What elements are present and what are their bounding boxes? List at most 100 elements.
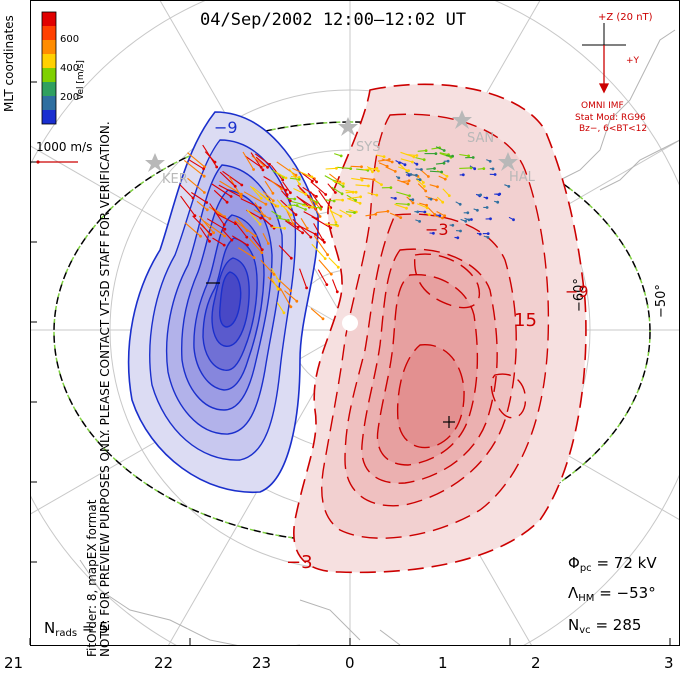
velocity-vector-origin bbox=[451, 154, 454, 158]
velocity-vector bbox=[211, 183, 232, 197]
velocity-vector bbox=[331, 186, 343, 195]
velocity-vector-origin bbox=[263, 214, 266, 218]
velocity-vector bbox=[192, 215, 212, 235]
velocity-vector-origin bbox=[473, 167, 477, 171]
velocity-vector-origin bbox=[470, 218, 473, 221]
velocity-vector bbox=[184, 222, 201, 237]
velocity-vector bbox=[325, 199, 335, 202]
velocity-vector-origin bbox=[407, 203, 410, 206]
velocity-vector-origin bbox=[199, 234, 202, 238]
velocity-vector-origin bbox=[298, 182, 301, 186]
velocity-vector bbox=[355, 184, 369, 187]
velocity-vector-origin bbox=[318, 215, 322, 218]
velocity-vector bbox=[325, 223, 338, 227]
velocity-vector-origin bbox=[467, 154, 470, 158]
velocity-vector-origin bbox=[336, 224, 340, 228]
velocity-vector-origin bbox=[318, 206, 322, 210]
mlt-tick-2: 2 bbox=[531, 654, 541, 672]
colorbar-tick-200: 200 bbox=[60, 92, 80, 103]
station-label-hal: HAL bbox=[509, 170, 535, 185]
velocity-vector bbox=[285, 209, 294, 224]
velocity-vector-origin bbox=[252, 168, 256, 171]
velocity-vector bbox=[328, 205, 337, 223]
velocity-vector-origin bbox=[281, 178, 285, 182]
velocity-vector bbox=[216, 213, 236, 225]
velocity-vector bbox=[238, 247, 255, 259]
velocity-vector-origin bbox=[233, 184, 237, 188]
velocity-vector bbox=[331, 279, 338, 292]
velocity-vector bbox=[198, 215, 215, 234]
velocity-vector bbox=[329, 210, 342, 217]
mlt-tick-23: 23 bbox=[252, 654, 272, 672]
velocity-vector-origin bbox=[423, 210, 427, 214]
velocity-vector-origin bbox=[295, 299, 299, 303]
velocity-vector-origin bbox=[479, 193, 482, 197]
velocity-vector bbox=[249, 185, 262, 199]
velocity-vector-origin bbox=[497, 193, 501, 197]
station-label-ker: KER bbox=[162, 172, 188, 187]
velocity-vector-origin bbox=[377, 169, 380, 173]
velocity-vector-origin bbox=[213, 160, 217, 164]
velocity-vector-origin bbox=[261, 168, 265, 172]
velocity-vector bbox=[255, 156, 268, 168]
pole-marker bbox=[342, 315, 358, 331]
velocity-vector bbox=[284, 290, 298, 302]
velocity-vector-origin bbox=[451, 223, 455, 227]
velocity-vector-origin bbox=[512, 218, 515, 222]
velocity-vector-origin bbox=[239, 195, 243, 199]
velocity-vector-origin bbox=[466, 211, 470, 215]
velocity-vector bbox=[271, 226, 285, 229]
coastlines bbox=[79, 29, 680, 645]
velocity-vector-origin bbox=[266, 242, 270, 245]
velocity-vector bbox=[242, 151, 255, 170]
velocity-vector bbox=[234, 220, 256, 237]
velocity-vector bbox=[395, 202, 409, 205]
velocity-vector-origin bbox=[424, 189, 428, 193]
velocity-vector-origin bbox=[424, 149, 428, 153]
velocity-vector bbox=[439, 152, 449, 156]
velocity-vector-origin bbox=[305, 286, 308, 290]
velocity-vector-origin bbox=[253, 234, 257, 238]
velocity-vector-origin bbox=[418, 178, 422, 182]
velocity-vector-origin bbox=[215, 165, 219, 169]
velocity-vector-origin bbox=[336, 265, 340, 269]
velocity-vector bbox=[251, 155, 265, 166]
velocity-vector bbox=[219, 180, 242, 195]
velocity-vector bbox=[328, 257, 339, 268]
velocity-vector bbox=[318, 190, 332, 208]
velocity-vector-origin bbox=[433, 213, 437, 216]
velocity-vector-origin bbox=[354, 198, 357, 202]
velocity-vector bbox=[212, 237, 225, 246]
velocity-vector-origin bbox=[284, 176, 288, 180]
velocity-vector-origin bbox=[260, 251, 264, 255]
velocity-vector-origin bbox=[348, 214, 352, 218]
velocity-vector bbox=[219, 171, 236, 187]
velocity-vector-origin bbox=[315, 217, 319, 221]
velocity-vector-origin bbox=[295, 204, 299, 207]
velocity-vector-origin bbox=[245, 235, 249, 239]
velocity-vector bbox=[317, 269, 328, 285]
imf-z-label: +Z (20 nT) bbox=[598, 12, 653, 23]
velocity-vector-origin bbox=[427, 175, 430, 178]
velocity-vector-origin bbox=[293, 197, 297, 201]
velocity-vector-origin bbox=[349, 167, 353, 171]
velocity-vector-origin bbox=[442, 161, 446, 165]
mlt-tick-1: 1 bbox=[438, 654, 448, 672]
velocity-vector-origin bbox=[304, 192, 308, 196]
velocity-vector bbox=[187, 152, 205, 168]
velocity-vector bbox=[345, 211, 355, 214]
velocity-vector-origin bbox=[291, 222, 295, 226]
velocity-vector-origin bbox=[222, 243, 226, 247]
lat-label-50: −50° bbox=[654, 284, 669, 318]
velocity-vector bbox=[367, 192, 377, 196]
velocity-vector-origin bbox=[493, 173, 497, 176]
velocity-vector bbox=[254, 202, 265, 217]
hm-boundary-latitude: ΛHM = −53° bbox=[568, 584, 656, 604]
velocity-vector bbox=[417, 183, 427, 192]
velocity-vector-origin bbox=[329, 272, 333, 276]
station-label-san: SAN bbox=[467, 131, 495, 146]
velocity-vector-origin bbox=[296, 225, 300, 229]
velocity-vector-origin bbox=[286, 219, 290, 222]
velocity-vector bbox=[396, 179, 408, 185]
velocity-vector-origin bbox=[271, 191, 275, 195]
